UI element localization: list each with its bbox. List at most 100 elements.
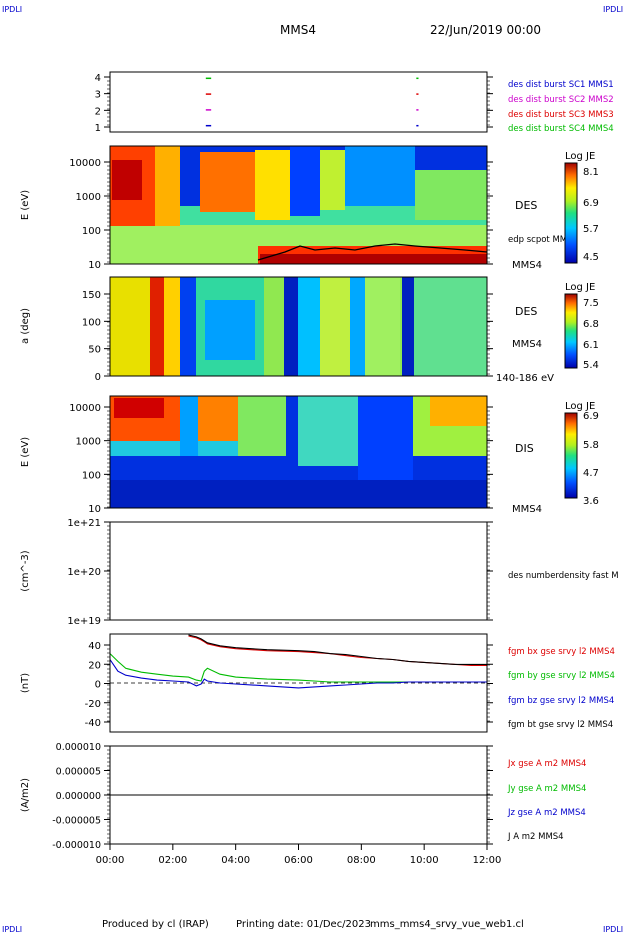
current-y-ticks: 0.000010 0.000005 0.000000 -0.000005 -0.0000…: [52, 742, 493, 851]
burst-tick-label: 3: [95, 90, 101, 101]
dis-energy-tick-label: 1000: [76, 437, 101, 448]
dis-energy-panel: 10000 1000 100 10 E (eV) DIS MMS4 Log JE 6.…: [20, 395, 599, 515]
burst-legend-3: des dist burst SC3 MMS3: [508, 110, 614, 120]
density-frame: [109, 521, 488, 621]
burst-marks: [205, 77, 419, 127]
dis-energy-colorbar: [564, 412, 578, 499]
fgm-tick-label: 40: [88, 641, 101, 652]
dis-energy-tick-label: 10: [88, 504, 101, 515]
current-legend-jy: Jy gse A m2 MMS4: [507, 784, 586, 794]
density-panel: 1e+21 1e+20 1e+19 (cm^-3) des numberdensit…: [20, 518, 619, 627]
current-legend-jx: Jx gse A m2 MMS4: [507, 759, 586, 769]
burst-tick-label: 2: [95, 106, 101, 117]
des-pitch-cbar-tick-3: 6.1: [583, 340, 599, 351]
fgm-tick-label: 20: [88, 660, 101, 671]
time-tick-label: 04:00: [221, 855, 250, 866]
des-pitch-tick-label: 150: [82, 290, 101, 301]
fgm-tick-label: -40: [85, 718, 101, 729]
des-pitch-tick-label: 50: [88, 345, 101, 356]
chart-date: 22/Jun/2019 00:00: [430, 23, 541, 37]
des-pitch-y-ticks: 150 100 50 0: [82, 290, 493, 383]
corner-label-top-left: IPDLI: [2, 5, 22, 14]
dis-energy-frame: [109, 395, 488, 509]
current-legend-jz: Jz gse A m2 MMS4: [507, 808, 586, 818]
footer-produced-by: Produced by cl (IRAP): [102, 919, 209, 930]
des-energy-ylabel: E (eV): [20, 190, 31, 220]
des-energy-cbar-tick-1: 8.1: [583, 167, 599, 178]
dis-energy-ylabel: E (eV): [20, 437, 31, 467]
des-energy-colorbar-title: Log JE: [565, 151, 595, 162]
burst-panel: 4 3 2 1 des dist burst SC1 MMS1 des dist bu…: [95, 71, 614, 134]
current-ylabel: (A/m2): [20, 778, 31, 812]
des-pitch-tick-label: 100: [82, 317, 101, 328]
des-pitch-colorbar-title: Log JE: [565, 282, 595, 293]
des-energy-cbar-tick-2: 6.9: [583, 198, 599, 209]
dis-energy-spectrogram: [110, 396, 487, 508]
des-pitch-ylabel: a (deg): [20, 308, 31, 344]
density-series-label: des numberdensity fast M: [508, 571, 619, 581]
des-energy-tick-label: 10000: [69, 158, 101, 169]
time-tick-label: 02:00: [158, 855, 187, 866]
current-panel: 0.000010 0.000005 0.000000 -0.000005 -0.0000…: [20, 742, 586, 851]
density-y-ticks: 1e+21 1e+20 1e+19: [67, 518, 493, 627]
des-pitch-frame: [109, 276, 488, 377]
corner-label-top-right: IPDLI: [603, 5, 623, 14]
time-tick-label: 12:00: [473, 855, 502, 866]
fgm-legend-bx: fgm bx gse srvy l2 MMS4: [508, 647, 615, 657]
chart-title: MMS4: [280, 23, 316, 37]
burst-legend-1: des dist burst SC1 MMS1: [508, 80, 614, 90]
time-tick-label: 00:00: [96, 855, 125, 866]
des-pitch-spectrogram: [110, 277, 487, 376]
current-tick-label: -0.000010: [52, 840, 101, 851]
dis-energy-y-ticks: 10000 1000 100 10: [69, 403, 493, 515]
time-tick-label: 10:00: [410, 855, 439, 866]
fgm-lines: [110, 634, 487, 689]
fgm-panel: 40 20 0 -20 -40 (nT) fgm bx gse srvy l2 MMS4…: [20, 633, 615, 733]
des-energy-colorbar: [564, 162, 578, 264]
dis-energy-cbar-tick-4: 3.6: [583, 496, 599, 507]
fgm-series-line-1: [188, 635, 487, 666]
fgm-legend-bz: fgm bz gse srvy l2 MMS4: [508, 696, 614, 706]
dis-energy-cbar-tick-3: 4.7: [583, 468, 599, 479]
des-energy-tick-label: 1000: [76, 192, 101, 203]
time-tick-label: 08:00: [347, 855, 376, 866]
burst-legend-4: des dist burst SC4 MMS4: [508, 124, 614, 134]
des-energy-y-ticks: 10000 1000 100 10: [69, 158, 493, 271]
des-energy-instrument: DES: [515, 199, 537, 212]
dis-energy-colorbar-title: Log JE: [565, 401, 595, 412]
des-pitch-spacecraft: MMS4: [512, 339, 542, 350]
fgm-legend-bt: fgm bt gse srvy l2 MMS4: [508, 720, 613, 730]
des-energy-spectrogram: [110, 146, 487, 264]
des-pitch-panel: 150 100 50 0 a (deg) DES MMS4 140-186 eV Lo…: [20, 276, 599, 384]
time-axis: 00:00 02:00 04:00 06:00 08:00 10:00 12:00: [96, 844, 502, 866]
des-energy-cbar-tick-4: 4.5: [583, 252, 599, 263]
des-pitch-cbar-tick-1: 7.5: [583, 298, 599, 309]
density-tick-label: 1e+20: [67, 567, 101, 578]
dis-energy-tick-label: 10000: [69, 403, 101, 414]
des-energy-panel: 10000 1000 100 10 E (eV) DES edp scpot MMS4…: [20, 145, 599, 271]
current-tick-label: 0.000000: [56, 791, 101, 802]
edp-scpot-line: [257, 243, 487, 261]
des-energy-tick-label: 10: [88, 260, 101, 271]
burst-panel-frame: [109, 71, 488, 133]
fgm-y-ticks: 40 20 0 -20 -40: [85, 641, 493, 729]
time-tick-label: 06:00: [284, 855, 313, 866]
des-pitch-cbar-tick-2: 6.8: [583, 319, 599, 330]
dis-energy-spacecraft: MMS4: [512, 504, 542, 515]
des-energy-spacecraft: MMS4: [512, 260, 542, 271]
fgm-tick-label: -20: [85, 699, 101, 710]
dis-energy-tick-label: 100: [82, 470, 101, 481]
footer-printing-date: Printing date: 01/Dec/2023: [236, 919, 371, 930]
fgm-tick-label: 0: [95, 680, 101, 691]
burst-tick-label: 4: [95, 73, 101, 84]
dis-energy-cbar-tick-2: 5.8: [583, 440, 599, 451]
des-energy-overlay-label: edp scpot MMS4: [508, 235, 578, 245]
corner-label-bottom-left: IPDLI: [2, 925, 22, 934]
density-ylabel: (cm^-3): [20, 550, 31, 591]
burst-legend-2: des dist burst SC2 MMS2: [508, 95, 614, 105]
dis-energy-instrument: DIS: [515, 442, 534, 455]
fgm-legend-by: fgm by gse srvy l2 MMS4: [508, 671, 615, 681]
corner-label-bottom-right: IPDLI: [603, 925, 623, 934]
density-tick-label: 1e+19: [67, 616, 101, 627]
